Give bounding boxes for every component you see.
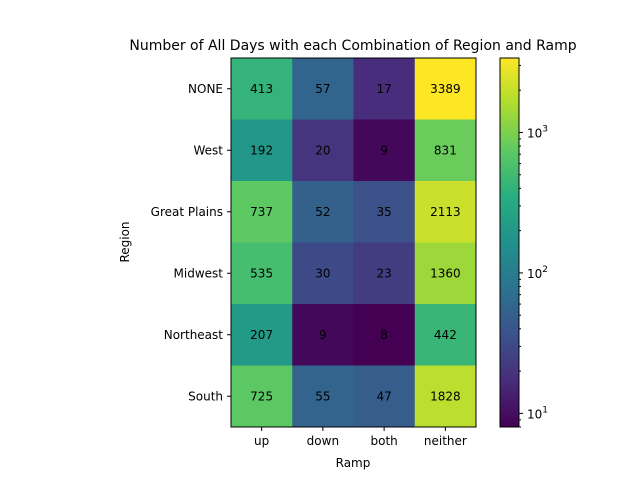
cell-value-label: 47 [376, 389, 391, 403]
x-tick-label: neither [424, 434, 467, 448]
cell-value-label: 3389 [430, 82, 461, 96]
colorbar-tick-label: 101 [527, 405, 548, 421]
y-axis-ticks: NONE West Great Plains Midwest Northeast Sout… [151, 82, 231, 403]
heatmap-cell [353, 119, 416, 182]
cell-value-label: 207 [250, 328, 273, 342]
cell-value-label: 23 [376, 266, 391, 280]
cell-value-label: 9 [380, 143, 388, 157]
y-tick-label: Great Plains [151, 205, 223, 219]
heatmap-cell [292, 242, 354, 305]
cell-value-label: 20 [315, 143, 330, 157]
cell-value-label: 535 [250, 266, 273, 280]
y-tick-label: NONE [188, 82, 223, 96]
colorbar-ticks: 101 102 103 [519, 64, 548, 428]
heatmap-cell [414, 304, 477, 366]
heatmap-cell [231, 242, 293, 305]
cell-value-label: 9 [319, 328, 327, 342]
y-tick-label: West [193, 143, 223, 157]
cell-value-label: 192 [250, 143, 273, 157]
chart-title: Number of All Days with each Combination… [129, 38, 576, 54]
y-tick-label: Northeast [164, 328, 224, 342]
heatmap-cell [231, 119, 293, 182]
cell-value-label: 52 [315, 205, 330, 219]
heatmap-cell [231, 304, 293, 366]
heatmap-cell [414, 365, 477, 428]
y-tick-label: South [188, 389, 223, 403]
cell-value-label: 8 [380, 328, 388, 342]
heatmap-cell [292, 119, 354, 182]
plot-frame [230, 57, 477, 428]
heatmap-cell [353, 304, 416, 366]
cell-value-label: 725 [250, 389, 273, 403]
heatmap-cell [353, 58, 416, 120]
heatmap-cell [231, 181, 293, 243]
colorbar-tick-label: 103 [527, 124, 548, 140]
cell-value-label: 17 [376, 82, 391, 96]
heatmap-cell [414, 181, 477, 243]
heatmap-cell [231, 58, 293, 120]
y-tick-label: Midwest [174, 266, 224, 280]
heatmap-cell [231, 365, 293, 428]
x-tick-label: both [370, 434, 397, 448]
colorbar [499, 57, 520, 428]
y-axis-label: Region [118, 221, 132, 262]
cell-value-label: 1360 [430, 266, 461, 280]
cell-value-label: 30 [315, 266, 330, 280]
x-tick-label: up [254, 434, 269, 448]
heatmap-cell [414, 119, 477, 182]
cell-value-label: 831 [434, 143, 457, 157]
heatmap-cell [414, 242, 477, 305]
colorbar-tick-label: 102 [527, 265, 548, 281]
heatmap-cell [353, 181, 416, 243]
cell-value-label: 55 [315, 389, 330, 403]
cell-value-label: 2113 [430, 205, 461, 219]
heatmap-cell [292, 365, 354, 428]
heatmap-cell [414, 58, 477, 120]
heatmap-cell [292, 58, 354, 120]
x-axis-ticks: up down both neither [254, 427, 467, 448]
heatmap-cell [353, 365, 416, 428]
cell-value-label: 413 [250, 82, 273, 96]
cell-value-label: 1828 [430, 389, 461, 403]
cell-value-label: 35 [376, 205, 391, 219]
cell-value-label: 737 [250, 205, 273, 219]
x-axis-label: Ramp [336, 456, 371, 470]
heatmap-cell [353, 242, 416, 305]
cell-value-label: 442 [434, 328, 457, 342]
heatmap-cells: 413 57 17 3389 192 20 9 831 737 52 35 2113 535 30 23 13… [231, 58, 477, 428]
cell-value-label: 57 [315, 82, 330, 96]
x-tick-label: down [307, 434, 339, 448]
heatmap-cell [292, 181, 354, 243]
heatmap-cell [292, 304, 354, 366]
